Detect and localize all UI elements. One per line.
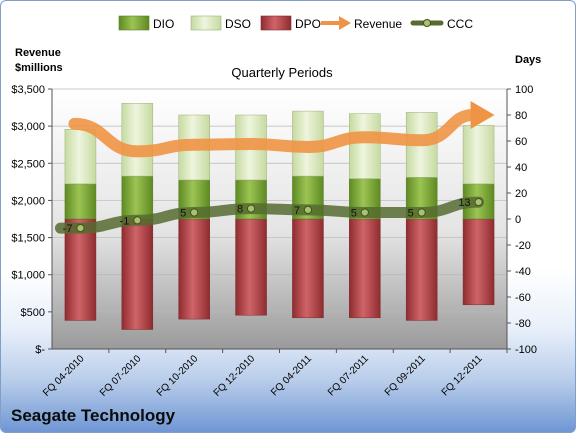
ccc-point	[474, 198, 483, 207]
legend-label-dio: DIO	[153, 17, 174, 31]
x-tick-label: FQ 10-2010	[155, 353, 201, 399]
ccc-point	[133, 216, 142, 225]
right-tick-label: 40	[515, 162, 527, 174]
bar-dso	[64, 129, 97, 185]
left-axis-label-line1: Revenue	[15, 47, 61, 59]
revenue-arrowhead	[470, 101, 495, 129]
bar-dpo	[349, 218, 381, 319]
x-tick-label: FQ 07-2011	[326, 353, 371, 398]
x-tick-label: FQ 09-2011	[383, 353, 428, 398]
company-name: Seagate Technology	[11, 406, 176, 425]
right-tick-label: -100	[515, 344, 537, 356]
left-tick-label: $1,000	[11, 270, 45, 282]
left-tick-label: $2,500	[11, 158, 45, 170]
bar-dpo	[462, 218, 495, 306]
ccc-point	[417, 208, 426, 217]
ccc-data-label: 5	[408, 208, 414, 220]
x-tick-label: FQ 04-2010	[41, 353, 87, 399]
revenue-line	[68, 109, 479, 158]
ccc-data-label: 8	[237, 204, 243, 216]
x-tick-label: FQ 07-2010	[98, 353, 144, 399]
right-tick-label: 60	[515, 136, 527, 148]
legend: DIO DSO DPO Revenue CCC	[118, 15, 473, 31]
bar-series	[64, 103, 495, 330]
ccc-series: -7 -1 5 8 7 5 5 13	[54, 196, 485, 235]
x-tick-label: FQ 12-2011	[440, 353, 485, 398]
x-tick-label: FQ 04-2011	[269, 353, 314, 398]
ccc-data-label: 5	[351, 208, 357, 220]
ccc-data-label: -7	[63, 223, 73, 235]
bar-dso	[349, 113, 381, 179]
legend-label-revenue: Revenue	[354, 17, 402, 31]
right-tick-label: -20	[515, 240, 531, 252]
legend-label-dpo: DPO	[295, 17, 321, 31]
bar-dio	[64, 183, 97, 220]
revenue-series	[68, 101, 495, 158]
x-tick-label: FQ 12-2010	[212, 353, 258, 399]
right-tick-label: 0	[515, 214, 521, 226]
legend-swatch-ccc	[410, 19, 444, 27]
legend-swatch-dso	[190, 15, 222, 31]
left-tick-label: $500	[21, 307, 45, 319]
ccc-point	[360, 208, 369, 217]
ccc-point	[303, 205, 313, 214]
right-tick-label: 100	[515, 84, 533, 96]
ccc-point	[76, 224, 85, 233]
ccc-data-label: 5	[180, 208, 186, 220]
ccc-data-label: -1	[120, 215, 130, 227]
left-axis-label-line2: $millions	[15, 62, 63, 74]
bar-dso	[121, 103, 154, 177]
left-tick-label: $3,000	[11, 121, 45, 133]
bar-dpo	[235, 218, 267, 316]
bar-dpo	[178, 218, 210, 320]
left-tick-label: $-	[35, 344, 45, 356]
right-tick-label: 80	[515, 110, 527, 122]
left-tick-label: $3,500	[11, 84, 45, 96]
ccc-data-label: 7	[294, 205, 300, 217]
legend-label-dso: DSO	[225, 17, 251, 31]
ccc-point	[246, 204, 256, 213]
right-tick-label: -40	[515, 266, 531, 278]
legend-swatch-dpo	[260, 15, 292, 31]
bar-dso	[462, 125, 495, 185]
bar-dpo	[405, 218, 438, 321]
chart-title: Quarterly Periods	[231, 65, 333, 80]
bar-dio	[121, 175, 154, 220]
ccc-point	[190, 208, 199, 217]
legend-swatch-revenue	[321, 16, 351, 30]
right-tick-label: 20	[515, 188, 527, 200]
ccc-data-label: 13	[458, 197, 470, 209]
bar-dpo	[292, 218, 324, 319]
right-tick-label: -80	[515, 318, 531, 330]
right-tick-label: -60	[515, 292, 531, 304]
left-tick-label: $1,500	[11, 233, 45, 245]
legend-label-ccc: CCC	[447, 17, 473, 31]
right-axis-label: Days	[515, 54, 541, 66]
legend-swatch-dio	[118, 15, 150, 31]
bar-dpo	[64, 218, 97, 321]
left-tick-label: $2,000	[11, 195, 45, 207]
bar-dpo	[121, 218, 154, 330]
